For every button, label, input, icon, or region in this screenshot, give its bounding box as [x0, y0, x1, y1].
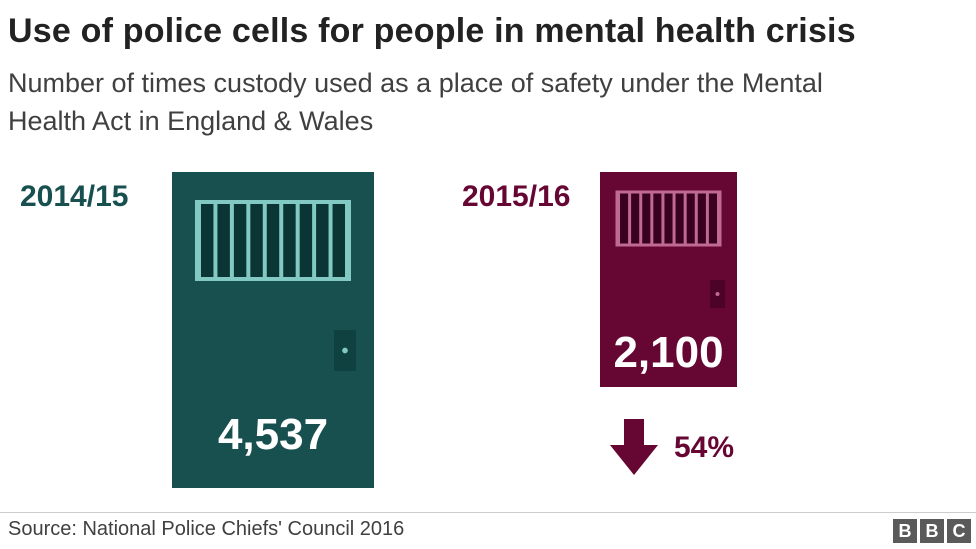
change-indicator: 54%: [610, 418, 734, 478]
cell-door-icon: [600, 172, 737, 387]
window-bar: [345, 202, 349, 279]
window-bar: [328, 202, 333, 279]
window-bar: [213, 202, 218, 279]
window-bar: [197, 202, 201, 279]
window-bar: [312, 202, 317, 279]
logo-letter: B: [893, 519, 917, 543]
value-label-2015-16: 2,100: [613, 328, 724, 377]
chart-title: Use of police cells for people in mental…: [8, 12, 856, 50]
window-bar: [262, 202, 267, 279]
window-bar: [628, 192, 632, 245]
window-bar: [246, 202, 251, 279]
change-percent: 54%: [674, 431, 735, 464]
window-bar: [717, 192, 720, 245]
window-bar: [279, 202, 284, 279]
logo-letter: C: [947, 519, 971, 543]
cell-door-2015-16: 2,100: [600, 172, 737, 387]
keyhole: [715, 292, 720, 296]
down-arrow-icon: [610, 419, 658, 475]
window-bar: [705, 192, 709, 245]
source-note: Source: National Police Chiefs' Council …: [8, 518, 405, 540]
category-label-2015-16: 2015/16: [462, 180, 571, 213]
window-bar: [650, 192, 654, 245]
window-bar: [672, 192, 676, 245]
window-bar: [683, 192, 687, 245]
value-label-2014-15: 4,537: [217, 410, 329, 459]
category-label-2014-15: 2014/15: [20, 180, 129, 213]
cell-door-2014-15: 4,537: [172, 172, 374, 488]
footer-divider: [0, 512, 976, 513]
window-opening: [617, 192, 720, 245]
keyhole: [342, 347, 348, 354]
logo-letter: B: [920, 519, 944, 543]
window-bar: [639, 192, 643, 245]
window-opening: [197, 202, 349, 279]
window-bar: [694, 192, 698, 245]
window-bar: [617, 192, 620, 245]
window-bar: [295, 202, 300, 279]
window-bar: [661, 192, 665, 245]
chart-subtitle: Number of times custody used as a place …: [8, 68, 823, 136]
window-bar: [229, 202, 234, 279]
cell-door-icon: [172, 172, 374, 488]
bbc-logo: B B C: [890, 519, 971, 543]
